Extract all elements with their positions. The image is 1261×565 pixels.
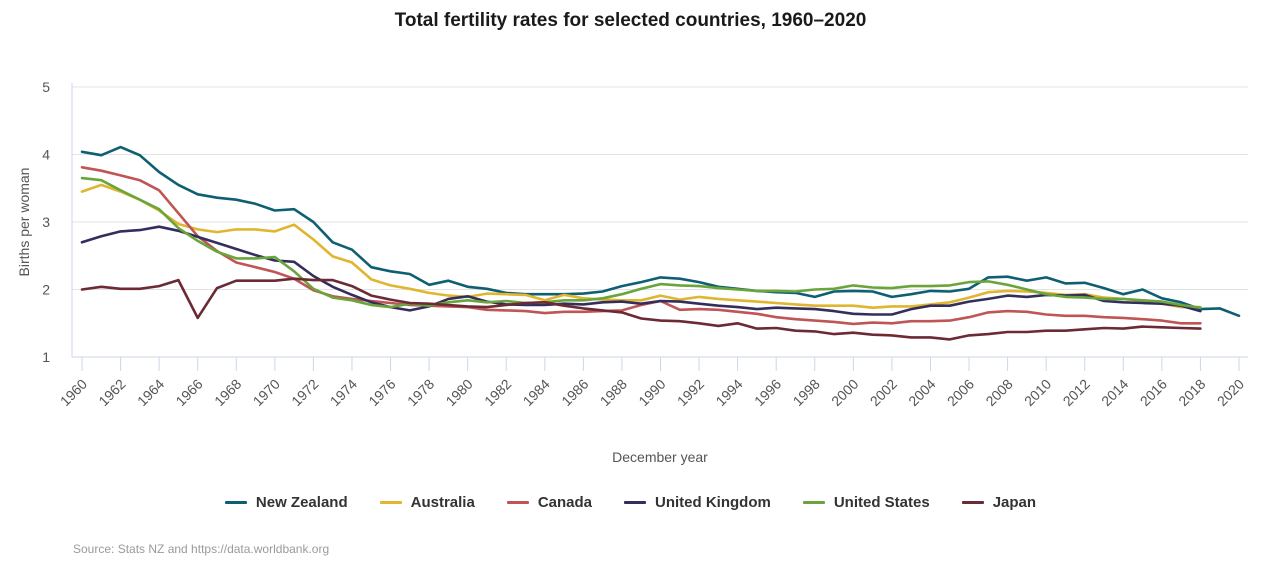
- x-tick-label: 1990: [635, 376, 668, 409]
- x-tick-label: 1986: [558, 376, 591, 409]
- x-tick-label: 2016: [1137, 376, 1170, 409]
- x-tick-label: 1996: [751, 376, 784, 409]
- y-axis-title: Births per woman: [16, 168, 32, 277]
- x-tick-label: 2002: [867, 376, 900, 409]
- x-tick-label: 1992: [674, 376, 707, 409]
- series-line-australia[interactable]: [80, 183, 1202, 310]
- x-tick-label: 2014: [1098, 376, 1131, 409]
- legend-swatch: [802, 501, 825, 504]
- gridlines: [72, 86, 1248, 290]
- x-tick-label: 1968: [211, 376, 244, 409]
- x-tick-label: 2010: [1021, 376, 1054, 409]
- series-line-japan[interactable]: [80, 277, 1202, 341]
- legend-item-australia[interactable]: Australia: [379, 494, 475, 511]
- x-tick-label: 1984: [520, 376, 553, 409]
- x-tick-label: 1966: [172, 376, 205, 409]
- series-line-canada[interactable]: [80, 166, 1202, 326]
- legend-label: Canada: [537, 494, 593, 511]
- series-line-united-states[interactable]: [80, 176, 1202, 310]
- x-tick-label: 1976: [365, 376, 398, 409]
- x-tick-label: 2000: [828, 376, 861, 409]
- legend-swatch: [961, 501, 984, 504]
- y-tick-label: 3: [42, 214, 50, 230]
- legend-item-new-zealand[interactable]: New Zealand: [224, 494, 348, 511]
- x-tick-label: 1960: [57, 376, 90, 409]
- legend-item-japan[interactable]: Japan: [961, 494, 1037, 511]
- x-tick-label: 2012: [1060, 376, 1093, 409]
- x-tick-label: 1978: [404, 376, 437, 409]
- legend-label: United Kingdom: [655, 494, 771, 511]
- y-tick-label: 4: [42, 147, 50, 163]
- x-tick-label: 1988: [597, 376, 630, 409]
- x-tick-label: 2006: [944, 376, 977, 409]
- legend-item-canada[interactable]: Canada: [506, 494, 593, 511]
- y-tick-label: 2: [42, 282, 50, 298]
- x-tick-label: 1972: [288, 376, 321, 409]
- x-axis-title: December year: [612, 449, 708, 465]
- x-tick-label: 1994: [712, 376, 745, 409]
- x-tick-label: 2008: [982, 376, 1015, 409]
- x-tick-label: 1998: [790, 376, 823, 409]
- legend-swatch: [379, 501, 402, 504]
- legend-swatch: [224, 501, 247, 504]
- legend-label: New Zealand: [255, 494, 348, 511]
- x-tick-label: 1962: [95, 376, 128, 409]
- series-lines: [80, 145, 1241, 341]
- series-line-new-zealand[interactable]: [80, 145, 1241, 318]
- x-tick-label: 1964: [134, 376, 167, 409]
- legend-item-united-kingdom[interactable]: United Kingdom: [624, 494, 771, 511]
- chart-title: Total fertility rates for selected count…: [394, 10, 867, 31]
- legend-label: Japan: [992, 494, 1037, 511]
- y-tick-label: 5: [42, 79, 50, 95]
- x-tick-label: 1982: [481, 376, 514, 409]
- x-tick-label: 1974: [327, 376, 360, 409]
- legend-label: Australia: [410, 494, 475, 511]
- x-tick-label: 2004: [905, 376, 938, 409]
- source-note: Source: Stats NZ and https://data.worldb…: [73, 542, 330, 556]
- legend-swatch: [624, 501, 647, 504]
- legend-item-united-states[interactable]: United States: [802, 494, 930, 511]
- x-tick-label: 2020: [1214, 376, 1247, 409]
- legend-label: United States: [833, 494, 930, 511]
- legend: New Zealand Australia Canada United Kingdom…: [0, 494, 1261, 511]
- legend-swatch: [506, 501, 529, 504]
- x-tick-label: 2018: [1175, 376, 1208, 409]
- x-tick-label: 1970: [250, 376, 283, 409]
- x-tick-label: 1980: [442, 376, 475, 409]
- y-tick-label: 1: [42, 349, 50, 365]
